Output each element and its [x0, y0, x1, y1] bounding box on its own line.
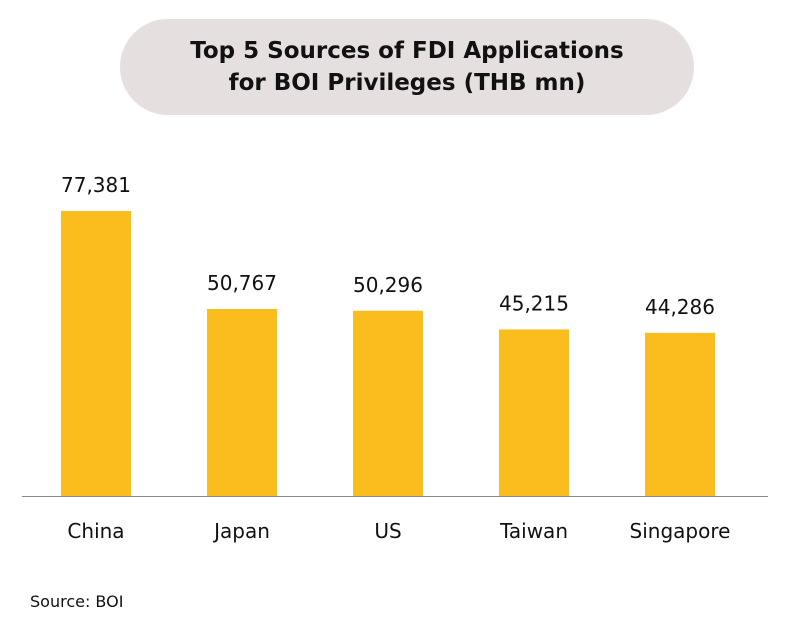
category-label: Taiwan — [499, 519, 568, 543]
source-note: Source: BOI — [30, 592, 124, 611]
value-label: 50,767 — [207, 271, 277, 295]
bar-singapore — [645, 332, 715, 496]
bar-japan — [207, 309, 277, 496]
value-label: 50,296 — [353, 273, 423, 297]
value-label: 77,381 — [61, 173, 131, 197]
value-label: 44,286 — [645, 295, 715, 319]
bar-us — [353, 310, 423, 496]
chart-title-line-1: Top 5 Sources of FDI Applications — [190, 38, 624, 64]
bar-taiwan — [499, 329, 569, 496]
category-label: US — [374, 519, 401, 543]
category-label: China — [67, 519, 124, 543]
category-label: Japan — [212, 519, 270, 543]
chart-title-line-2: for BOI Privileges (THB mn) — [228, 70, 586, 96]
chart-title: Top 5 Sources of FDI Applications for BO… — [120, 19, 694, 115]
bar-china — [61, 211, 131, 496]
value-label: 45,215 — [499, 291, 569, 315]
category-label: Singapore — [630, 519, 731, 543]
